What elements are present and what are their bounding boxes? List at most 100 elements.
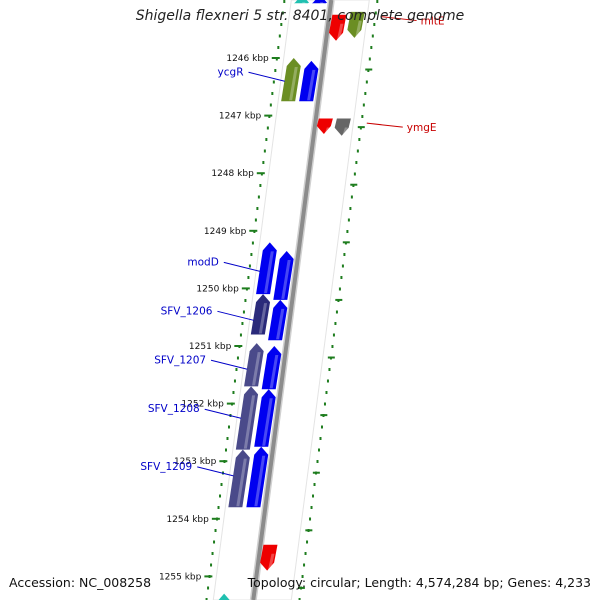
minor-tick-forward bbox=[259, 184, 262, 187]
gene-arrow-SFV_1207-blue bbox=[261, 346, 282, 390]
genome-backbone bbox=[249, 0, 335, 600]
gene-highlight-mltE-red bbox=[337, 23, 344, 40]
gene-features bbox=[218, 0, 365, 600]
minor-tick-forward bbox=[271, 92, 274, 95]
minor-tick-reverse bbox=[320, 425, 323, 429]
minor-tick-reverse bbox=[361, 115, 364, 118]
gene-arrow-SFV_1206-blue bbox=[268, 299, 288, 341]
gene-arrow-top-blue bbox=[311, 0, 327, 4]
gene-label-SFV_1209: SFV_1209 bbox=[140, 461, 192, 473]
minor-tick-forward bbox=[227, 425, 230, 429]
minor-tick-forward bbox=[217, 506, 220, 509]
minor-tick-forward bbox=[248, 264, 251, 268]
tick-label-1253: 1253 kbp bbox=[174, 457, 217, 467]
gene-labels: mltE ycgR ymgE modD SFV_1206 SFV_1207 SFV_1208… bbox=[140, 16, 445, 477]
gene-arrow-bottom-teal bbox=[218, 593, 230, 600]
tick-label-1251: 1251 kbp bbox=[189, 342, 232, 352]
gene-highlight-SFV_1206-blue bbox=[276, 308, 285, 340]
minor-tick-reverse bbox=[313, 483, 316, 486]
minor-tick-reverse bbox=[373, 23, 376, 26]
minor-tick-forward bbox=[239, 333, 242, 337]
gene-arrow-modD-inner bbox=[273, 250, 294, 300]
tick-label-1248: 1248 kbp bbox=[211, 169, 254, 179]
accession-text: Accession: NC_008258 bbox=[9, 575, 152, 590]
tick-label-1254: 1254 kbp bbox=[166, 515, 209, 525]
kbp-tick-scale: 1246 kbp 1247 kbp 1248 kbp 1249 kbp 1250 kbp… bbox=[159, 0, 379, 600]
gene-arrow-mltE-olive bbox=[347, 11, 365, 38]
minor-tick-reverse bbox=[343, 253, 346, 256]
gene-highlight-SFV_1209-slate bbox=[236, 458, 247, 507]
minor-tick-forward bbox=[247, 276, 250, 279]
gene-highlight-SFV_1207-slate bbox=[252, 352, 261, 386]
minor-tick-forward bbox=[278, 34, 281, 38]
minor-tick-reverse bbox=[304, 552, 307, 555]
tick-label-1247: 1247 kbp bbox=[219, 112, 262, 122]
gene-arrow-modD-outer bbox=[256, 242, 277, 295]
minor-tick-forward bbox=[242, 310, 245, 314]
minor-tick-forward bbox=[265, 138, 268, 141]
gene-highlight-top-blue bbox=[319, 2, 324, 4]
gene-arrow-ycgR-olive bbox=[281, 58, 301, 102]
gene-arrow-SFV_1209-blue bbox=[246, 446, 269, 508]
minor-tick-forward bbox=[220, 483, 223, 486]
minor-tick-reverse bbox=[346, 230, 349, 233]
minor-tick-reverse bbox=[362, 103, 365, 107]
minor-tick-reverse bbox=[335, 310, 338, 314]
minor-tick-forward bbox=[224, 448, 227, 452]
leader-modD bbox=[223, 261, 261, 272]
minor-tick-forward bbox=[277, 46, 280, 49]
minor-tick-forward bbox=[269, 103, 272, 107]
gene-arrow-SFV_1206-navy bbox=[250, 294, 271, 335]
minor-tick-forward bbox=[226, 437, 229, 440]
minor-tick-reverse bbox=[338, 287, 341, 291]
leader-mltE bbox=[380, 16, 417, 22]
gene-label-ymgE: ymgE bbox=[407, 122, 437, 134]
gene-arrow-bottom-red bbox=[260, 544, 278, 571]
gene-arrow-SFV_1208-slate bbox=[235, 386, 259, 450]
minor-tick-reverse bbox=[371, 34, 374, 38]
minor-tick-forward bbox=[250, 253, 253, 256]
minor-tick-reverse bbox=[350, 195, 353, 199]
backbone-line bbox=[251, 0, 334, 600]
gene-highlight-ymgE-red bbox=[324, 127, 330, 134]
leader-ymgE bbox=[366, 122, 403, 128]
gene-arrow-ymgE-gray bbox=[334, 118, 351, 136]
minor-tick-forward bbox=[210, 563, 213, 567]
minor-tick-forward bbox=[266, 126, 269, 130]
genome-title: Shigella flexneri 5 str. 8401, complete … bbox=[135, 8, 465, 24]
minor-tick-forward bbox=[283, 0, 286, 3]
minor-tick-forward bbox=[241, 322, 244, 325]
gene-highlight-SFV_1208-slate bbox=[243, 395, 256, 449]
minor-tick-forward bbox=[211, 552, 214, 555]
gene-arrow-SFV_1207-slate bbox=[244, 343, 264, 387]
minor-tick-reverse bbox=[312, 494, 315, 498]
leader-SFV_1208 bbox=[204, 408, 242, 419]
minor-tick-reverse bbox=[365, 80, 368, 84]
minor-tick-reverse bbox=[301, 575, 304, 578]
minor-tick-reverse bbox=[364, 92, 367, 95]
minor-tick-reverse bbox=[309, 517, 312, 521]
minor-tick-reverse bbox=[341, 264, 344, 268]
minor-tick-reverse bbox=[323, 402, 326, 406]
minor-tick-forward bbox=[214, 529, 217, 532]
gene-arrow-ycgR-blue bbox=[299, 60, 319, 102]
minor-tick-forward bbox=[274, 69, 277, 72]
gene-label-SFV_1208: SFV_1208 bbox=[148, 403, 200, 415]
minor-tick-forward bbox=[251, 241, 254, 245]
topology-text: Topology: circular; Length: 4,574,284 bp… bbox=[247, 575, 591, 590]
minor-tick-reverse bbox=[347, 218, 350, 222]
tick-label-1246: 1246 kbp bbox=[226, 54, 269, 64]
leader-SFV_1209 bbox=[197, 466, 234, 477]
tick-label-1255: 1255 kbp bbox=[159, 572, 202, 582]
minor-tick-reverse bbox=[376, 0, 379, 3]
minor-tick-reverse bbox=[303, 563, 306, 567]
minor-tick-forward bbox=[233, 379, 236, 383]
leader-SFV_1206 bbox=[217, 310, 254, 321]
tick-label-1252: 1252 kbp bbox=[181, 400, 224, 410]
gene-highlight-SFV_1209-blue bbox=[254, 455, 266, 507]
minor-tick-reverse bbox=[334, 322, 337, 325]
minor-tick-forward bbox=[256, 207, 259, 210]
gene-arrow-SFV_1208-blue bbox=[254, 389, 276, 447]
